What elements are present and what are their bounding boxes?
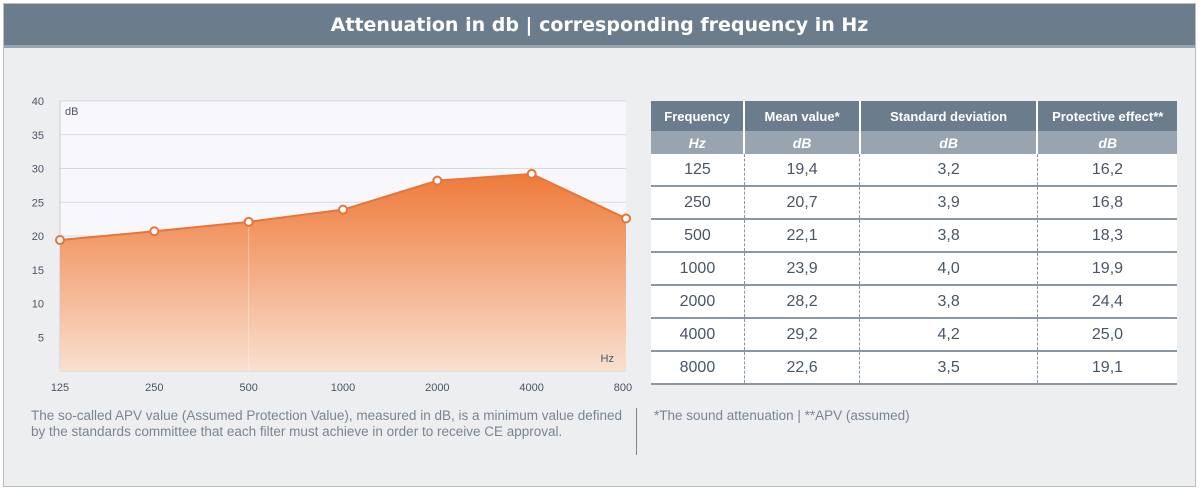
col-header-protective-effect: Protective effect**	[1037, 101, 1177, 131]
cell-frequency: 8000	[651, 351, 745, 385]
cell-mean-value: 20,7	[744, 186, 861, 220]
cell-mean-value: 23,9	[744, 252, 861, 286]
attenuation-table: Frequency Mean value* Standard deviation…	[651, 101, 1177, 385]
y-axis-label: dB	[65, 106, 78, 118]
cell-standard-deviation: 3,2	[859, 154, 1038, 187]
cell-protective-effect: 24,4	[1037, 285, 1177, 319]
data-point-marker	[243, 216, 254, 227]
cell-protective-effect: 19,1	[1037, 351, 1177, 385]
cell-standard-deviation: 3,9	[859, 186, 1038, 220]
apv-explanation-note: The so-called APV value (Assumed Protect…	[31, 408, 623, 439]
y-tick-label: 5	[38, 332, 44, 344]
unit-mean-value: dB	[744, 131, 861, 154]
cell-mean-value: 28,2	[744, 285, 861, 319]
y-tick-label: 30	[32, 164, 44, 176]
col-header-standard-deviation: Standard deviation	[859, 101, 1039, 131]
x-tick-label: 250	[145, 382, 163, 394]
cell-protective-effect: 19,9	[1037, 252, 1177, 286]
table-row: 2000 28,2 3,8 24,4	[651, 285, 1177, 319]
area-fill	[60, 173, 626, 371]
cell-frequency: 2000	[651, 285, 745, 319]
notes-divider	[636, 408, 637, 455]
x-tick-label: 4000	[519, 382, 543, 394]
unit-standard-deviation: dB	[859, 131, 1039, 154]
table-row: 1000 23,9 4,0 19,9	[651, 252, 1177, 286]
attenuation-area-chart: 5 10 15 20 25 30 35 40 125 250 500 1000 2000 4000 800…	[32, 96, 632, 394]
y-tick-label: 15	[32, 265, 44, 277]
data-point-marker	[621, 213, 631, 224]
y-tick-label: 10	[32, 299, 44, 311]
y-tick-label: 25	[32, 197, 44, 209]
data-point-marker	[526, 168, 537, 179]
cell-frequency: 4000	[651, 318, 745, 352]
table-row: 4000 29,2 4,2 25,0	[651, 318, 1177, 352]
x-axis-label: Hz	[601, 353, 614, 365]
x-tick-label: 2000	[425, 382, 449, 394]
content-panel: Attenuation in db | corresponding freque…	[3, 3, 1196, 487]
cell-frequency: 1000	[651, 252, 745, 286]
cell-protective-effect: 18,3	[1037, 219, 1177, 253]
cell-frequency: 125	[651, 154, 745, 187]
cell-protective-effect: 16,8	[1037, 186, 1177, 220]
table-row: 125 19,4 3,2 16,2	[651, 154, 1177, 187]
table-row: 500 22,1 3,8 18,3	[651, 219, 1177, 253]
cell-protective-effect: 16,2	[1037, 154, 1177, 187]
x-tick-label: 500	[239, 382, 257, 394]
y-tick-label: 20	[32, 231, 44, 243]
data-point-marker	[55, 235, 65, 246]
y-tick-label: 35	[32, 130, 44, 142]
y-tick-label: 40	[32, 96, 44, 108]
cell-mean-value: 22,1	[744, 219, 861, 253]
x-tick-label: 125	[51, 382, 69, 394]
x-tick-label: 8000	[614, 382, 632, 394]
cell-protective-effect: 25,0	[1037, 318, 1177, 352]
cell-standard-deviation: 3,8	[859, 285, 1038, 319]
panel-title: Attenuation in db | corresponding freque…	[4, 4, 1195, 48]
cell-mean-value: 29,2	[744, 318, 861, 352]
x-tick-label: 1000	[331, 382, 355, 394]
unit-frequency: Hz	[651, 131, 746, 154]
unit-protective-effect: dB	[1037, 131, 1177, 154]
data-point-marker	[149, 226, 160, 237]
cell-standard-deviation: 3,5	[859, 351, 1038, 385]
footnote: *The sound attenuation | **APV (assumed)	[654, 408, 910, 423]
data-point-marker	[432, 175, 443, 186]
table-row: 250 20,7 3,9 16,8	[651, 186, 1177, 220]
cell-standard-deviation: 4,2	[859, 318, 1038, 352]
cell-standard-deviation: 4,0	[859, 252, 1038, 286]
col-header-frequency: Frequency	[651, 101, 746, 131]
cell-frequency: 250	[651, 186, 745, 220]
cell-mean-value: 19,4	[744, 154, 861, 187]
cell-frequency: 500	[651, 219, 745, 253]
cell-standard-deviation: 3,8	[859, 219, 1038, 253]
table-row: 8000 22,6 3,5 19,1	[651, 351, 1177, 385]
col-header-mean-value: Mean value*	[744, 101, 861, 131]
cell-mean-value: 22,6	[744, 351, 861, 385]
data-point-marker	[338, 204, 348, 215]
